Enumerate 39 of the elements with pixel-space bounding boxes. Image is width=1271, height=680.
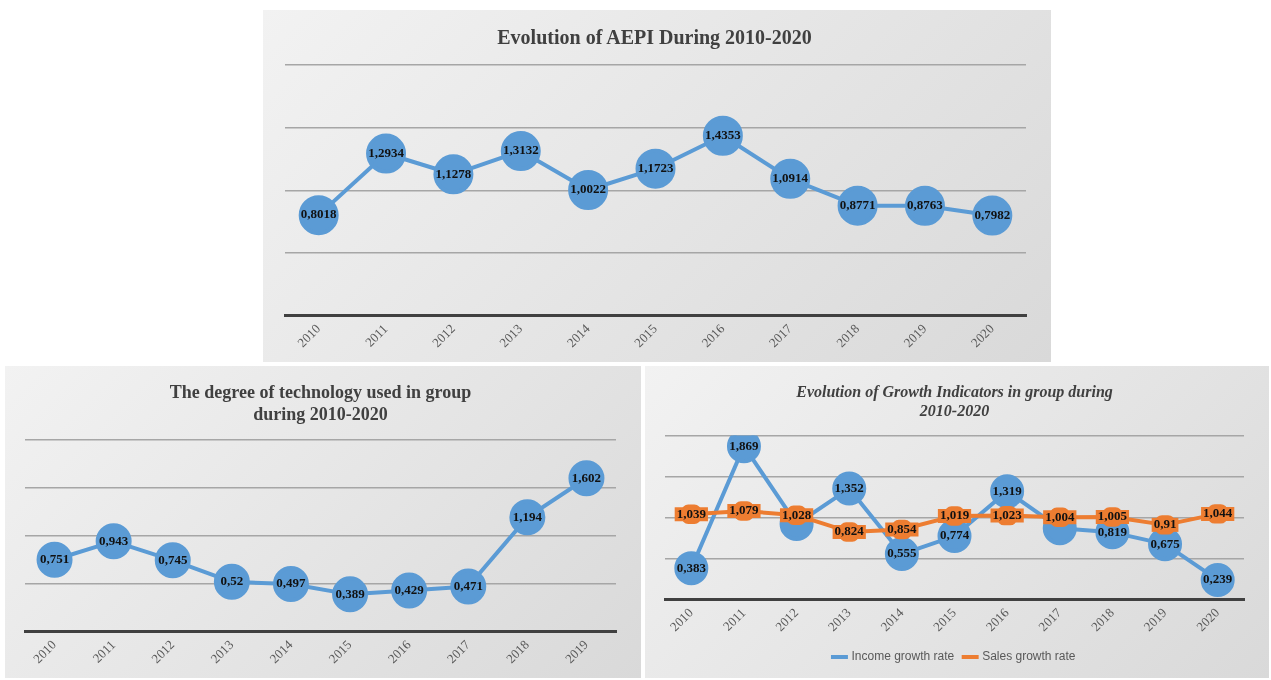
- data-label: 0,745: [158, 551, 188, 567]
- chart-title: Evolution of Growth Indicators in group during 2010-2020: [795, 382, 1113, 419]
- legend-label: Sales growth rate: [982, 649, 1076, 664]
- x-tick-label: 2011: [361, 321, 391, 350]
- x-tick-label: 2011: [89, 637, 119, 666]
- data-label: 1,194: [512, 508, 543, 524]
- data-label: 0,389: [335, 585, 366, 601]
- data-label: 0,8763: [907, 197, 944, 213]
- x-tick-label: 2011: [719, 605, 749, 634]
- data-label: 0,429: [394, 581, 425, 597]
- data-label: 0,675: [1150, 535, 1181, 551]
- data-label: 0,7982: [974, 206, 1011, 222]
- data-label: 0,8018: [300, 206, 338, 222]
- data-label: 0,751: [39, 551, 70, 567]
- data-label: 1,0914: [772, 170, 809, 186]
- chart-title: Evolution of AEPI During 2010-2020: [497, 26, 812, 50]
- legend-label: Income growth rate: [851, 649, 955, 664]
- data-label: 1,602: [571, 469, 602, 485]
- data-label: 1,3132: [502, 142, 539, 158]
- data-label: 0,819: [1097, 523, 1128, 539]
- data-label: 0,8771: [839, 197, 876, 213]
- data-label: 1,0022: [570, 181, 607, 197]
- data-label: 1,2934: [368, 144, 405, 160]
- data-label: 1,319: [992, 482, 1023, 498]
- data-label: 0,471: [453, 577, 483, 593]
- data-label: 0,497: [276, 575, 307, 591]
- data-label: 1,352: [834, 479, 864, 495]
- data-label: 0,943: [99, 532, 129, 548]
- data-label: 1,4353: [704, 127, 742, 143]
- data-label: 1,869: [729, 437, 760, 453]
- data-label: 0,383: [676, 559, 707, 575]
- data-label: 1,1278: [435, 165, 472, 181]
- chart-title: The degree of technology used in group during 2010-2020: [169, 382, 472, 425]
- data-label: 0,774: [939, 527, 970, 543]
- data-label: 0,91: [1153, 516, 1177, 532]
- data-label: 0,52: [220, 573, 244, 589]
- data-label: 1,1723: [637, 160, 674, 176]
- data-label: 0,239: [1203, 571, 1233, 587]
- data-label: 0,555: [887, 545, 917, 561]
